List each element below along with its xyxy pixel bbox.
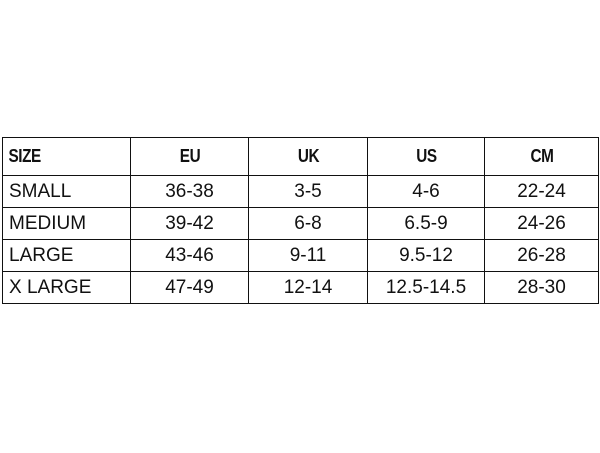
size-chart-table: SIZE EU UK US CM SMALL 36-38 3-5 4-6 22-24 ME… [2,137,599,304]
table-cell: 4-6 [367,175,485,208]
table-cell: 6.5-9 [367,207,485,240]
table-row: SMALL 36-38 3-5 4-6 22-24 [2,175,599,208]
table-cell: 28-30 [484,271,599,304]
header-eu: EU [138,137,241,176]
table-cell: X LARGE [2,271,131,304]
table-cell: MEDIUM [2,207,131,240]
table-cell: 43-46 [130,239,249,272]
header-cm: CM [492,137,591,176]
table-cell: 9.5-12 [367,239,485,272]
table-cell: 39-42 [130,207,249,240]
table-row: LARGE 43-46 9-11 9.5-12 26-28 [2,239,599,272]
table-cell: 9-11 [248,239,368,272]
table-cell: 24-26 [484,207,599,240]
header-uk: UK [256,137,360,176]
table-cell: 47-49 [130,271,249,304]
table-cell: 12.5-14.5 [367,271,485,304]
table-cell: LARGE [2,239,131,272]
header-row: SIZE EU UK US CM [2,137,599,176]
header-us: US [375,137,477,176]
table-cell: 22-24 [484,175,599,208]
table-cell: 26-28 [484,239,599,272]
table-cell: SMALL [2,175,131,208]
table-cell: 12-14 [248,271,368,304]
table-cell: 3-5 [248,175,368,208]
table-row: MEDIUM 39-42 6-8 6.5-9 24-26 [2,207,599,240]
table-row: X LARGE 47-49 12-14 12.5-14.5 28-30 [2,271,599,304]
header-size: SIZE [2,137,112,176]
table-cell: 36-38 [130,175,249,208]
table-cell: 6-8 [248,207,368,240]
